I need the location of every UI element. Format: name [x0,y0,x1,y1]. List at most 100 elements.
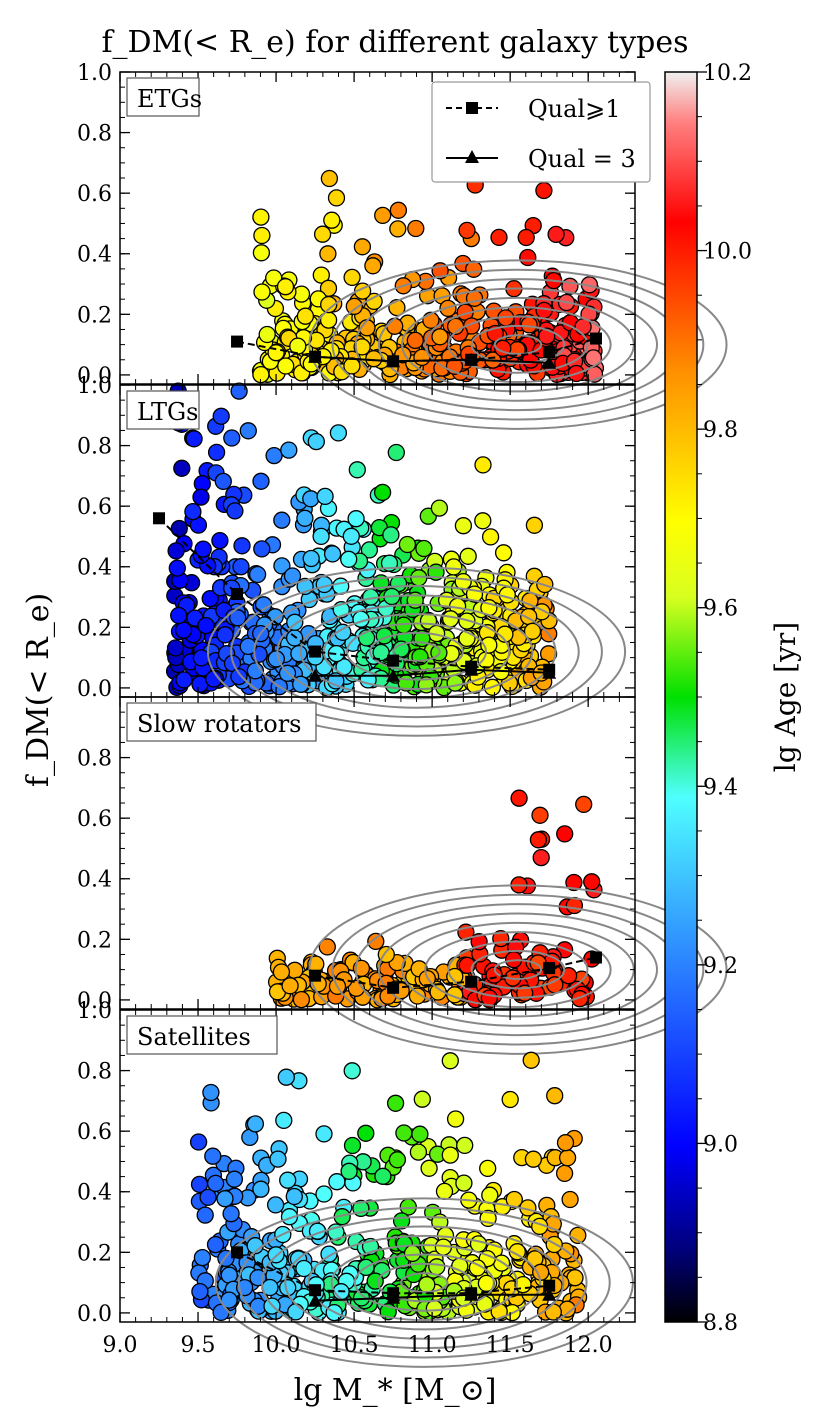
scatter-point [510,789,528,807]
scatter-point [277,1068,295,1086]
scatter-point [175,671,193,689]
marker-triangle [308,668,323,682]
scatter-point [519,248,537,267]
y-tick-label: 0.4 [77,1181,112,1206]
contour-line [377,287,659,402]
scatter-point [446,674,464,692]
contour-line [493,334,543,355]
panel-frame [119,696,636,1010]
y-tick-label: 0.0 [77,989,112,1014]
marker-square [231,588,244,601]
scatter-point [458,221,476,240]
scatter-point [546,1087,564,1105]
scatter-point [409,1143,428,1161]
contour-line [261,1216,588,1350]
scatter-point [367,932,385,951]
scatter-point [229,609,247,627]
scatter-point [360,541,379,559]
scatter-cloud [189,1051,588,1322]
colorbar: 8.8 9.0 9.2 9.4 9.6 9.8 10.0 10.2 lg Age [yr] [664,61,802,1336]
scatter-point [398,535,417,554]
scatter-point [232,558,250,576]
scatter-point [374,1167,392,1185]
legend-label-qual1: Qual⩾1 [528,95,621,123]
panel-label-box [126,702,317,742]
figure-title: f_DM(< R_e) for different galaxy types [101,25,688,60]
scatter-point [193,1248,212,1267]
x-tick-label: 10.5 [330,1333,379,1358]
scatter-point [206,1174,225,1193]
scatter-point [184,502,202,521]
scatter-point [575,795,593,814]
scatter-point [318,938,336,956]
scatter-point [166,639,185,657]
scatter-point [334,623,352,641]
y-tick-label: 1.0 [77,374,112,399]
scatter-point [206,1235,225,1254]
colorbar-tick-label: 9.6 [703,597,738,622]
scatter-point [167,542,185,560]
colorbar-tick-label: 9.8 [703,418,738,443]
scatter-point [252,208,270,226]
scatter-point [265,269,283,287]
marker-square [309,645,322,658]
scatter-point [481,1186,499,1204]
scatter-point [168,559,186,577]
scatter-point [456,1136,474,1155]
y-tick-label: 0.8 [77,435,112,460]
marker-triangle [386,354,401,368]
scatter-point [431,328,449,346]
panel-label-box [126,1015,278,1055]
panel-label-box [126,77,200,117]
scatter-point [292,990,311,1009]
scatter-point [353,238,372,256]
scatter-point [407,219,425,238]
marker-triangle [386,668,401,682]
series-line-qual1 [236,1251,550,1295]
panel-frame [119,1009,636,1323]
scatter-point [490,228,508,247]
y-tick-label: 0.0 [77,1302,112,1327]
y-tick-label: 0.2 [77,928,112,953]
marker-square [231,1246,244,1259]
scatter-point [252,1180,270,1198]
scatter-point [295,1259,313,1278]
scatter-point [535,181,553,200]
scatter-point [546,976,564,994]
scatter-point [327,644,346,663]
contour-line [424,931,612,1009]
scatter-point [342,527,360,545]
scatter-point [388,1151,407,1169]
scatter-point [312,527,330,546]
y-tick-label: 0.0 [77,364,112,389]
scatter-point [197,616,215,635]
scatter-point [302,549,320,568]
x-tick-label: 11.0 [408,1333,457,1358]
density-contours [308,259,728,430]
scatter-point [279,1171,297,1189]
legend-marker-square [466,102,478,114]
scatter-point [191,1282,209,1301]
scatter-point [410,569,428,587]
scatter-point [386,1094,405,1112]
scatter-point [296,509,314,527]
marker-square [465,975,478,988]
scatter-point [239,422,257,440]
panel-label: ETGs [137,85,202,113]
scatter-point [248,565,267,584]
legend: Qual⩾1 Qual = 3 [431,81,651,183]
scatter-point [547,225,565,244]
scatter-point [279,1279,297,1297]
scatter-point [413,1090,431,1108]
scatter-point [382,526,400,544]
scatter-point [430,499,449,517]
scatter-point [445,558,463,576]
scatter-point [312,266,330,284]
scatter-point [173,459,191,477]
scatter-point [415,539,433,558]
y-tick-label: 0.8 [77,122,112,147]
scatter-point [523,622,542,640]
series-line-qual1 [158,517,550,671]
contour-line [470,949,566,990]
y-tick-label: 0.2 [77,1241,112,1266]
